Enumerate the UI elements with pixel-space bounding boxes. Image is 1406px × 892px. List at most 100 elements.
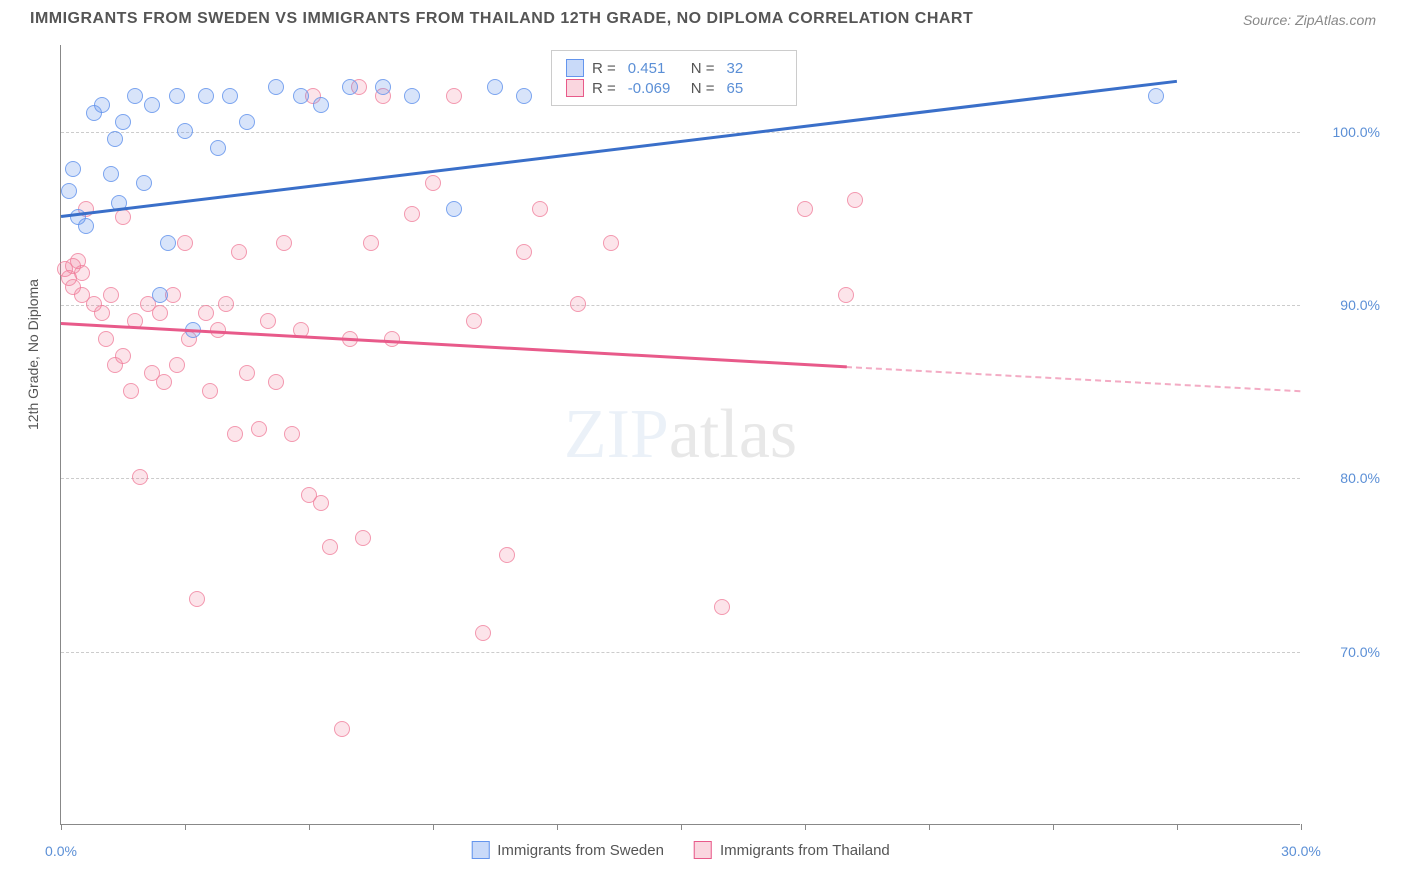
data-point: [384, 331, 400, 347]
data-point: [132, 469, 148, 485]
data-point: [152, 305, 168, 321]
data-point: [334, 721, 350, 737]
data-point: [202, 383, 218, 399]
y-axis-title: 12th Grade, No Diploma: [25, 279, 41, 430]
data-point: [115, 114, 131, 130]
data-point: [342, 79, 358, 95]
gridline-h: [61, 132, 1300, 133]
y-tick-label: 100.0%: [1333, 124, 1380, 140]
data-point: [169, 357, 185, 373]
trend-line-dashed: [846, 366, 1301, 392]
n-value-thailand: 65: [727, 80, 782, 97]
legend-item-sweden: Immigrants from Sweden: [471, 841, 664, 859]
data-point: [227, 426, 243, 442]
stats-legend: R = 0.451 N = 32 R = -0.069 N = 65: [551, 50, 797, 106]
data-point: [115, 209, 131, 225]
data-point: [838, 287, 854, 303]
data-point: [239, 365, 255, 381]
data-point: [313, 97, 329, 113]
data-point: [152, 287, 168, 303]
x-tick: [61, 824, 62, 830]
data-point: [499, 547, 515, 563]
x-tick-label: 0.0%: [45, 843, 77, 859]
r-value-sweden: 0.451: [628, 60, 683, 77]
data-point: [169, 88, 185, 104]
data-point: [115, 348, 131, 364]
r-label: R =: [592, 60, 616, 77]
data-point: [210, 140, 226, 156]
data-point: [1148, 88, 1164, 104]
data-point: [516, 88, 532, 104]
data-point: [293, 88, 309, 104]
data-point: [61, 183, 77, 199]
data-point: [189, 591, 205, 607]
source-label: Source: ZipAtlas.com: [1243, 12, 1376, 28]
legend-row-sweden: R = 0.451 N = 32: [566, 59, 782, 77]
data-point: [375, 79, 391, 95]
data-point: [103, 166, 119, 182]
data-point: [276, 235, 292, 251]
plot-area: ZIPatlas R = 0.451 N = 32 R = -0.069 N =…: [60, 45, 1300, 825]
data-point: [797, 201, 813, 217]
data-point: [425, 175, 441, 191]
data-point: [714, 599, 730, 615]
legend-label: Immigrants from Sweden: [497, 842, 664, 859]
data-point: [532, 201, 548, 217]
data-point: [268, 374, 284, 390]
n-label: N =: [691, 60, 715, 77]
x-tick: [309, 824, 310, 830]
n-value-sweden: 32: [727, 60, 782, 77]
data-point: [94, 305, 110, 321]
x-tick-label: 30.0%: [1281, 843, 1321, 859]
data-point: [144, 97, 160, 113]
swatch-sweden: [471, 841, 489, 859]
data-point: [160, 235, 176, 251]
r-value-thailand: -0.069: [628, 80, 683, 97]
data-point: [136, 175, 152, 191]
x-tick: [1301, 824, 1302, 830]
data-point: [222, 88, 238, 104]
x-tick: [929, 824, 930, 830]
data-point: [404, 206, 420, 222]
data-point: [198, 305, 214, 321]
watermark: ZIPatlas: [564, 395, 797, 475]
swatch-thailand: [694, 841, 712, 859]
data-point: [322, 539, 338, 555]
data-point: [98, 331, 114, 347]
data-point: [123, 383, 139, 399]
legend-label: Immigrants from Thailand: [720, 842, 890, 859]
data-point: [74, 265, 90, 281]
data-point: [603, 235, 619, 251]
y-tick-label: 70.0%: [1340, 644, 1380, 660]
data-point: [466, 313, 482, 329]
data-point: [239, 114, 255, 130]
legend-item-thailand: Immigrants from Thailand: [694, 841, 890, 859]
data-point: [107, 131, 123, 147]
gridline-h: [61, 652, 1300, 653]
x-tick: [433, 824, 434, 830]
data-point: [251, 421, 267, 437]
data-point: [284, 426, 300, 442]
bottom-legend: Immigrants from Sweden Immigrants from T…: [471, 841, 890, 859]
data-point: [198, 88, 214, 104]
data-point: [260, 313, 276, 329]
data-point: [177, 235, 193, 251]
data-point: [516, 244, 532, 260]
data-point: [78, 218, 94, 234]
x-tick: [557, 824, 558, 830]
data-point: [218, 296, 234, 312]
data-point: [355, 530, 371, 546]
data-point: [268, 79, 284, 95]
swatch-thailand: [566, 79, 584, 97]
data-point: [156, 374, 172, 390]
x-tick: [681, 824, 682, 830]
y-tick-label: 80.0%: [1340, 470, 1380, 486]
data-point: [363, 235, 379, 251]
data-point: [847, 192, 863, 208]
y-tick-label: 90.0%: [1340, 297, 1380, 313]
data-point: [404, 88, 420, 104]
chart-title: IMMIGRANTS FROM SWEDEN VS IMMIGRANTS FRO…: [30, 10, 973, 28]
data-point: [570, 296, 586, 312]
data-point: [103, 287, 119, 303]
data-point: [487, 79, 503, 95]
